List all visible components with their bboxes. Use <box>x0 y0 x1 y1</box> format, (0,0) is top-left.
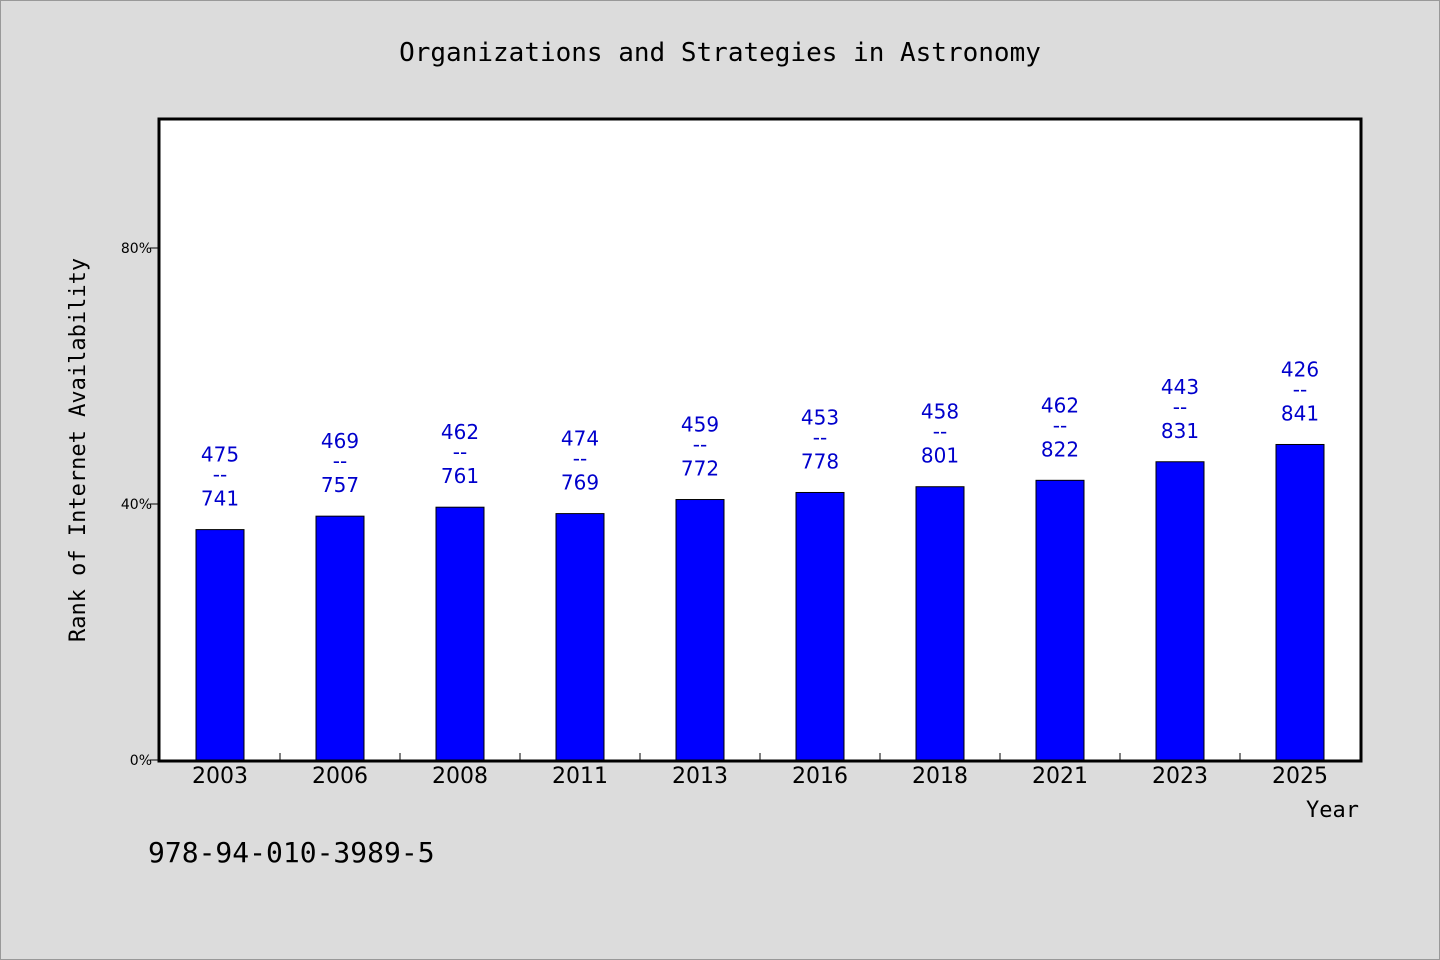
x-tick-label: 2025 <box>1272 764 1328 789</box>
data-label-separator: -- <box>933 420 947 444</box>
bar <box>435 506 485 761</box>
data-label-separator: -- <box>693 433 707 457</box>
data-label-top: 426 <box>1281 357 1319 381</box>
x-axis-ticks: 2003 2006 2008 2011 2013 2016 2018 2021 2023 2025 <box>192 753 1328 789</box>
data-label-top: 469 <box>321 429 359 453</box>
data-label-separator: -- <box>813 425 827 449</box>
bar <box>1275 443 1325 761</box>
x-tick-label: 2003 <box>192 764 248 789</box>
data-label-top: 459 <box>681 413 719 437</box>
data-label-bottom: 741 <box>201 487 239 511</box>
data-label-top: 443 <box>1161 375 1199 399</box>
data-label-top: 458 <box>921 400 959 424</box>
data-label-bottom: 769 <box>561 471 599 495</box>
bar <box>1155 461 1205 761</box>
x-tick-label: 2008 <box>432 764 488 789</box>
bar <box>915 486 965 761</box>
data-label-top: 475 <box>201 443 239 467</box>
bar <box>1035 479 1085 761</box>
data-label-separator: -- <box>333 449 347 473</box>
data-label-separator: -- <box>1053 413 1067 437</box>
data-label-bottom: 761 <box>441 464 479 488</box>
data-label-separator: -- <box>573 447 587 471</box>
data-label-top: 474 <box>561 427 599 451</box>
data-label-separator: -- <box>1293 377 1307 401</box>
y-axis-label: Rank of Internet Availability <box>66 258 91 642</box>
data-label-bottom: 772 <box>681 457 719 481</box>
data-label-top: 453 <box>801 405 839 429</box>
data-label-bottom: 822 <box>1041 437 1079 461</box>
y-tick-label: 0% <box>130 753 152 769</box>
x-tick-label: 2011 <box>552 764 608 789</box>
x-tick-label: 2006 <box>312 764 368 789</box>
chart-title: Organizations and Strategies in Astronom… <box>399 38 1041 68</box>
x-axis-label: Year <box>1306 798 1359 823</box>
data-label-top: 462 <box>441 420 479 444</box>
data-label-separator: -- <box>1173 395 1187 419</box>
x-tick-label: 2013 <box>672 764 728 789</box>
data-label-bottom: 841 <box>1281 401 1319 425</box>
x-tick-label: 2018 <box>912 764 968 789</box>
x-tick-label: 2023 <box>1152 764 1208 789</box>
data-label-separator: -- <box>453 440 467 464</box>
bar <box>795 491 845 761</box>
bar <box>555 513 605 761</box>
x-tick-label: 2016 <box>792 764 848 789</box>
bars <box>195 443 1325 761</box>
data-label-bottom: 757 <box>321 473 359 497</box>
data-label-bottom: 778 <box>801 449 839 473</box>
data-label-bottom: 801 <box>921 444 959 468</box>
footer-code: 978-94-010-3989-5 <box>148 836 435 869</box>
data-label-separator: -- <box>213 463 227 487</box>
data-label-bottom: 831 <box>1161 419 1199 443</box>
data-label-top: 462 <box>1041 393 1079 417</box>
y-tick-label: 40% <box>121 497 152 513</box>
bar <box>195 529 245 761</box>
data-labels: 475--741469--757462--761474--769459--772… <box>201 357 1319 510</box>
bar <box>675 499 725 761</box>
y-axis-ticks: 0% 40% 80% <box>121 241 159 769</box>
x-tick-label: 2021 <box>1032 764 1088 789</box>
bar <box>315 515 365 761</box>
y-tick-label: 80% <box>121 241 152 257</box>
